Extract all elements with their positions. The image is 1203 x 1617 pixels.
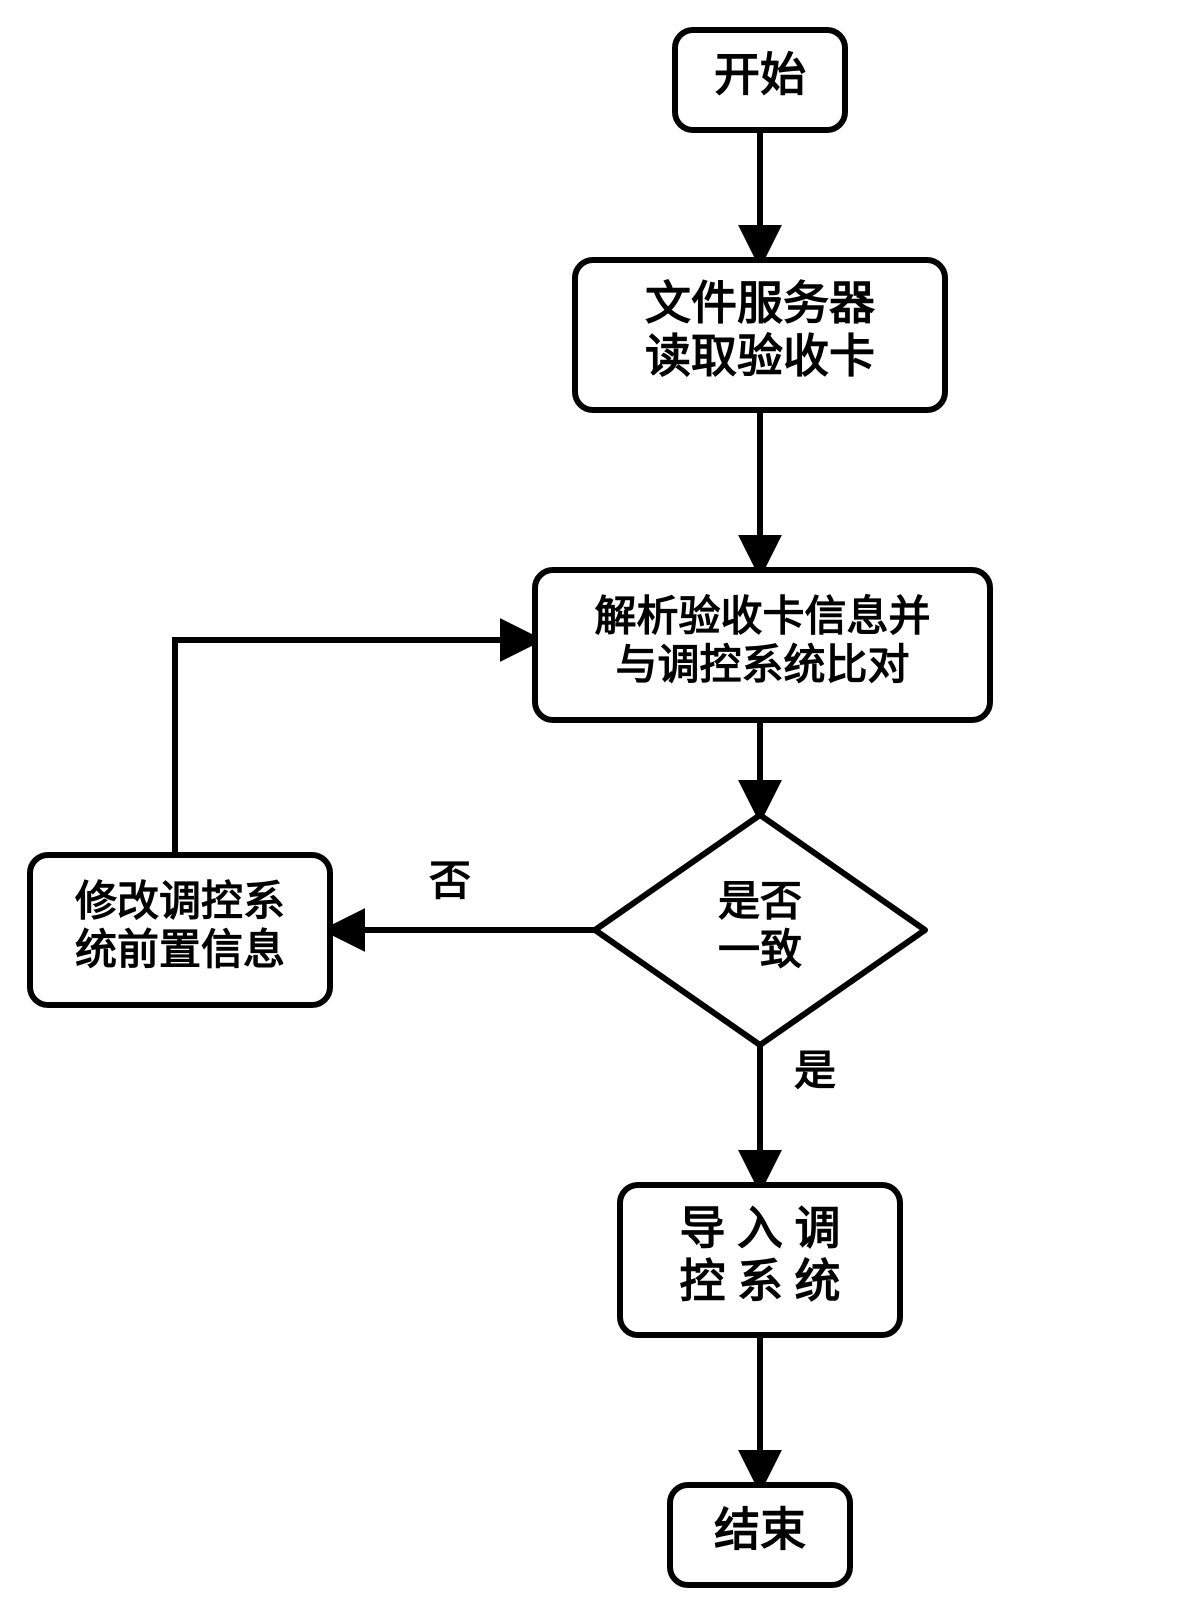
node-label: 解析验收卡信息并 bbox=[594, 593, 930, 640]
node-label: 统前置信息 bbox=[75, 927, 285, 974]
node-label: 是否 bbox=[718, 879, 802, 925]
node-label: 控 系 统 bbox=[680, 1256, 841, 1307]
edge-label: 是 bbox=[794, 1049, 836, 1095]
node-start: 开始 bbox=[675, 30, 845, 130]
node-import: 导 入 调控 系 统 bbox=[620, 1185, 900, 1335]
node-parse: 解析验收卡信息并与调控系统比对 bbox=[535, 570, 990, 720]
node-label: 开始 bbox=[714, 50, 806, 101]
node-label: 结束 bbox=[714, 1505, 806, 1556]
node-label: 修改调控系 bbox=[75, 878, 285, 925]
node-label: 与调控系统比对 bbox=[615, 642, 909, 689]
node-label: 文件服务器 bbox=[645, 278, 876, 329]
edge-label: 否 bbox=[429, 859, 471, 905]
node-decision: 是否一致 bbox=[595, 815, 925, 1045]
node-end: 结束 bbox=[670, 1485, 850, 1585]
node-label: 读取验收卡 bbox=[645, 331, 875, 382]
node-read: 文件服务器读取验收卡 bbox=[575, 260, 945, 410]
node-label: 一致 bbox=[718, 927, 802, 974]
node-modify: 修改调控系统前置信息 bbox=[30, 855, 330, 1005]
node-label: 导 入 调 bbox=[680, 1203, 841, 1254]
edge bbox=[175, 640, 535, 855]
